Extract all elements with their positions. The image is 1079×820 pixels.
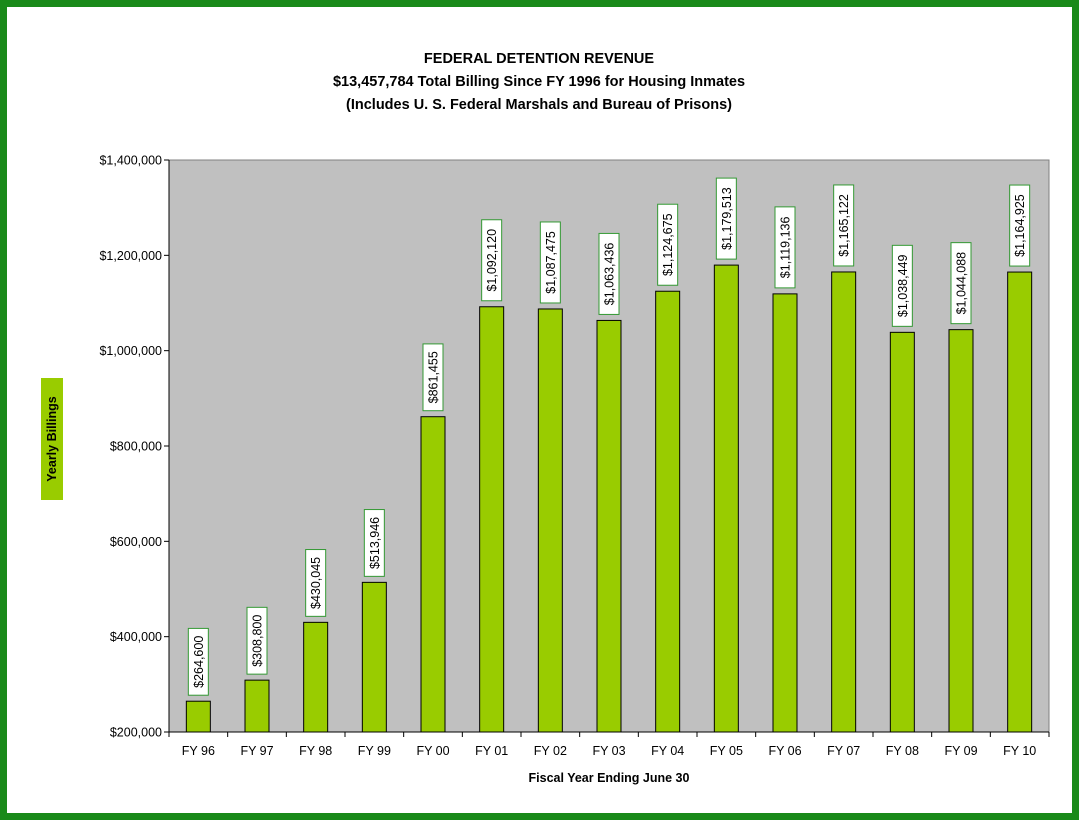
x-tick-label: FY 10	[1003, 744, 1036, 758]
chart-title-line-1: FEDERAL DETENTION REVENUE	[424, 51, 654, 67]
data-label-text: $1,124,675	[661, 213, 675, 276]
data-label: $1,124,675	[657, 203, 679, 286]
data-label: $308,800	[246, 606, 268, 675]
x-tick-label: FY 04	[651, 744, 684, 758]
data-label-box	[891, 244, 913, 327]
data-label: $1,092,120	[481, 219, 503, 302]
data-label-text: $1,038,449	[896, 255, 910, 318]
data-label-box	[305, 549, 327, 617]
bar	[479, 306, 505, 733]
x-tick-label: FY 99	[358, 744, 391, 758]
data-label-text: $1,164,925	[1013, 194, 1027, 257]
bar	[244, 679, 270, 733]
data-label-box	[598, 232, 620, 315]
x-tick-label: FY 07	[827, 744, 860, 758]
data-label: $1,063,436	[598, 232, 620, 315]
data-label: $513,946	[363, 509, 385, 577]
data-label: $264,600	[187, 627, 209, 696]
data-label-text: $1,165,122	[837, 194, 851, 257]
data-label-text: $430,045	[309, 557, 323, 609]
data-label-text: $1,044,088	[955, 252, 969, 315]
data-label-box	[833, 184, 855, 267]
data-label-box	[657, 203, 679, 286]
data-label-box	[481, 219, 503, 302]
data-label: $861,455	[422, 343, 444, 412]
data-label-text: $1,087,475	[544, 231, 558, 294]
chart-title-line-2: $13,457,784 Total Billing Since FY 1996 …	[333, 74, 745, 90]
y-tick-label: $1,200,000	[99, 249, 162, 263]
data-label: $1,044,088	[950, 242, 972, 325]
bar	[361, 581, 387, 733]
bar	[303, 621, 329, 733]
data-label-text: $1,119,136	[779, 217, 793, 279]
data-label-box	[422, 343, 444, 412]
y-tick-label: $1,000,000	[99, 344, 162, 358]
bar	[185, 700, 211, 733]
bar	[713, 264, 739, 733]
data-label-text: $1,092,120	[485, 229, 499, 292]
x-tick-label: FY 97	[240, 744, 273, 758]
y-axis-title: Yearly Billings	[41, 378, 63, 500]
data-label-text: $308,800	[251, 615, 265, 667]
x-tick-label: FY 02	[534, 744, 567, 758]
chart-title: FEDERAL DETENTION REVENUE $13,457,784 To…	[333, 51, 745, 113]
data-label: $1,165,122	[833, 184, 855, 267]
bar	[772, 293, 798, 733]
data-label-box	[246, 606, 268, 675]
bar	[596, 319, 622, 733]
x-tick-label: FY 00	[416, 744, 449, 758]
x-tick-label: FY 06	[768, 744, 801, 758]
y-axis-title-text: Yearly Billings	[45, 396, 59, 482]
bar	[831, 271, 857, 733]
x-axis-title: Fiscal Year Ending June 30	[529, 771, 690, 785]
data-label: $1,164,925	[1009, 184, 1031, 267]
bars	[185, 264, 1033, 733]
bar	[1007, 271, 1033, 733]
y-tick-label: $1,400,000	[99, 154, 162, 168]
data-labels: $264,600 $308,800 $430,045 $513,946 $861,455…	[187, 177, 1031, 696]
data-label-box	[1009, 184, 1031, 267]
y-tick-label: $600,000	[110, 535, 162, 549]
bar	[948, 329, 974, 733]
x-tick-label: FY 05	[710, 744, 743, 758]
data-label: $1,038,449	[891, 244, 913, 327]
x-tick-label: FY 01	[475, 744, 508, 758]
data-label-box	[363, 509, 385, 577]
data-label-box	[539, 221, 561, 304]
x-tick-label: FY 09	[944, 744, 977, 758]
chart-title-line-3: (Includes U. S. Federal Marshals and Bur…	[346, 97, 732, 113]
x-tick-label: FY 03	[592, 744, 625, 758]
data-label-text: $264,600	[192, 636, 206, 688]
bar	[420, 416, 446, 733]
data-label: $1,119,136	[774, 206, 796, 289]
data-label-box	[950, 242, 972, 325]
data-label-text: $1,179,513	[720, 187, 734, 250]
data-label: $430,045	[305, 549, 327, 617]
y-tick-label: $800,000	[110, 440, 162, 454]
bar	[655, 290, 681, 733]
data-label-box	[715, 177, 737, 260]
bar	[889, 331, 915, 733]
x-tick-label: FY 98	[299, 744, 332, 758]
y-axis-title-background	[41, 378, 63, 500]
data-label: $1,179,513	[715, 177, 737, 260]
y-tick-label: $400,000	[110, 630, 162, 644]
data-label-box	[774, 206, 796, 289]
data-label-box	[187, 627, 209, 696]
x-tick-label: FY 96	[182, 744, 215, 758]
data-label-text: $513,946	[368, 517, 382, 569]
data-label-text: $861,455	[427, 351, 441, 403]
x-tick-label: FY 08	[886, 744, 919, 758]
bar	[537, 308, 563, 733]
data-label: $1,087,475	[539, 221, 561, 304]
y-axis: $200,000 $400,000 $600,000 $800,000 $1,000,0…	[99, 154, 170, 740]
data-label-text: $1,063,436	[603, 243, 617, 306]
x-axis: FY 96 FY 97 FY 98 FY 99 FY 00 FY 01 FY 02 FY 03…	[168, 731, 1050, 758]
y-tick-label: $200,000	[110, 726, 162, 740]
